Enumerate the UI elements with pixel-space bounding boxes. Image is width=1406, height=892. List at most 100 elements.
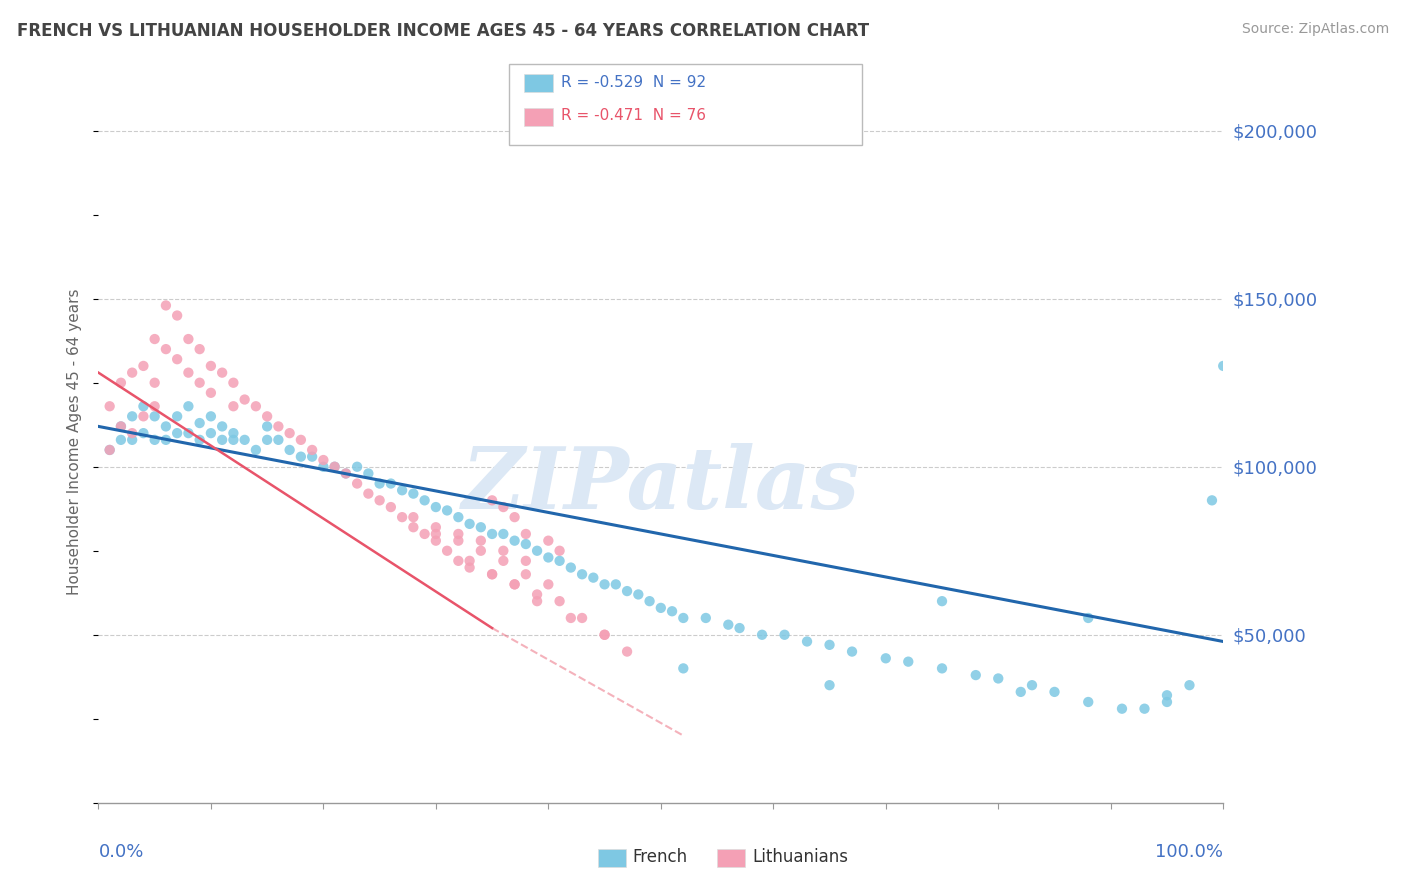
Point (245, 442, 267, 457)
Point (368, 493, 391, 508)
Point (335, 467, 357, 481)
Y-axis label: Householder Income Ages 45 - 64 years: Householder Income Ages 45 - 64 years (67, 288, 83, 595)
Point (728, 621, 751, 635)
Point (481, 567, 503, 582)
Point (290, 450, 312, 464)
Point (931, 594, 953, 608)
Text: Lithuanians: Lithuanians (752, 848, 848, 866)
Point (436, 543, 458, 558)
Point (267, 433, 290, 447)
Point (335, 467, 357, 481)
Point (166, 352, 188, 367)
Point (1212, 359, 1234, 373)
Text: R = -0.471  N = 76: R = -0.471 N = 76 (561, 109, 706, 123)
Point (751, 628, 773, 642)
Point (425, 500, 447, 514)
Point (526, 543, 548, 558)
Point (447, 533, 470, 548)
Point (290, 433, 312, 447)
Point (166, 426, 188, 441)
Point (256, 409, 278, 424)
Point (177, 366, 200, 380)
Point (560, 560, 582, 574)
Point (110, 419, 132, 434)
Point (143, 399, 166, 413)
Point (515, 567, 537, 582)
Point (503, 577, 526, 591)
Point (256, 419, 278, 434)
Point (818, 678, 841, 692)
Point (1043, 685, 1066, 699)
Point (1201, 493, 1223, 508)
Point (380, 500, 402, 514)
Point (312, 453, 335, 467)
Point (447, 554, 470, 568)
Point (773, 628, 796, 642)
Point (200, 359, 222, 373)
Point (132, 409, 155, 424)
Point (188, 416, 211, 430)
Point (616, 644, 638, 658)
Point (346, 459, 368, 474)
Point (1010, 685, 1032, 699)
Point (357, 486, 380, 500)
Point (897, 655, 920, 669)
Point (548, 543, 571, 558)
Point (278, 442, 301, 457)
Point (155, 298, 177, 312)
Point (931, 661, 953, 675)
Point (155, 342, 177, 356)
Point (312, 459, 335, 474)
Point (155, 419, 177, 434)
Text: R = -0.529  N = 92: R = -0.529 N = 92 (561, 75, 706, 89)
Point (492, 554, 515, 568)
Point (143, 409, 166, 424)
Point (481, 527, 503, 541)
Point (177, 332, 200, 346)
Point (593, 577, 616, 591)
Point (200, 409, 222, 424)
Point (1133, 702, 1156, 716)
Point (537, 550, 560, 565)
Point (278, 426, 301, 441)
Text: 0.0%: 0.0% (98, 843, 143, 861)
Point (492, 527, 515, 541)
Point (1077, 611, 1099, 625)
Point (346, 476, 368, 491)
Point (211, 419, 233, 434)
Point (548, 594, 571, 608)
Point (526, 594, 548, 608)
Point (402, 520, 425, 534)
Point (301, 450, 323, 464)
Point (515, 527, 537, 541)
Point (672, 661, 695, 675)
Point (211, 433, 233, 447)
Point (132, 399, 155, 413)
Point (593, 628, 616, 642)
Point (413, 493, 436, 508)
Point (515, 554, 537, 568)
Point (1156, 695, 1178, 709)
Point (188, 376, 211, 390)
Point (200, 385, 222, 400)
Point (425, 533, 447, 548)
Text: ZIPatlas: ZIPatlas (461, 443, 860, 526)
Text: Source: ZipAtlas.com: Source: ZipAtlas.com (1241, 22, 1389, 37)
Point (188, 342, 211, 356)
Point (110, 376, 132, 390)
Point (717, 617, 740, 632)
Point (458, 516, 481, 531)
Point (605, 577, 627, 591)
Point (245, 399, 267, 413)
Point (492, 543, 515, 558)
Point (233, 433, 256, 447)
Point (132, 359, 155, 373)
Point (323, 459, 346, 474)
Text: French: French (633, 848, 688, 866)
Point (447, 510, 470, 524)
Point (222, 399, 245, 413)
Text: 100.0%: 100.0% (1156, 843, 1223, 861)
Point (380, 476, 402, 491)
Point (110, 419, 132, 434)
Point (166, 309, 188, 323)
